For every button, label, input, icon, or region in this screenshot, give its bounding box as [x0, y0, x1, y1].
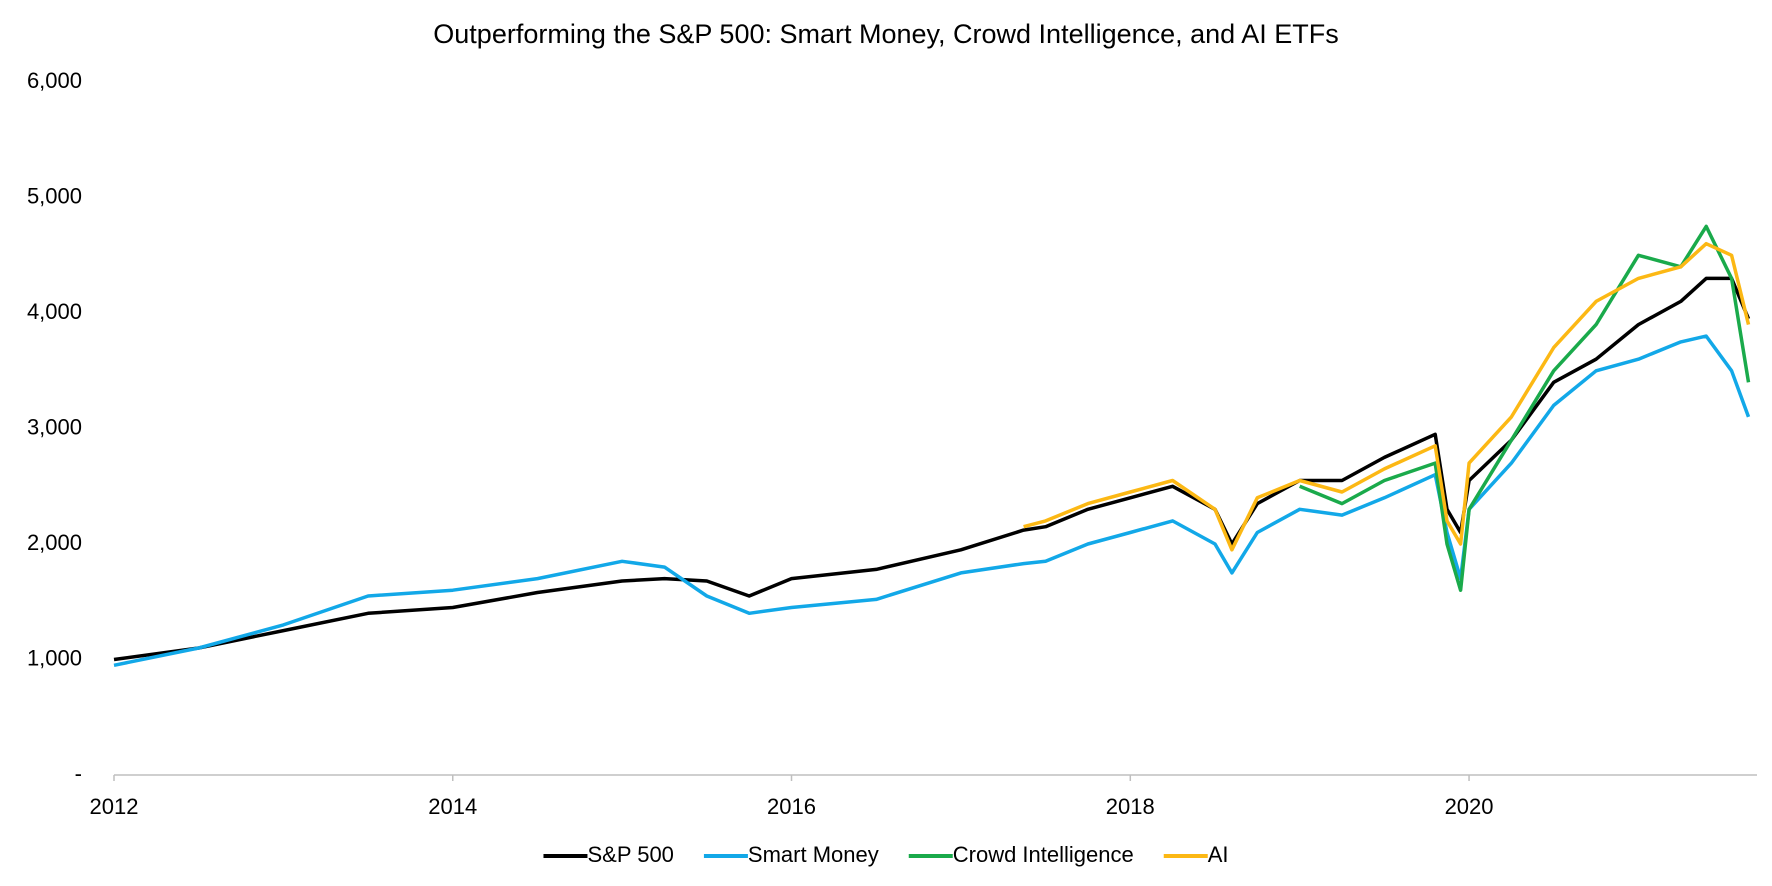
- x-tick-label: 2020: [1445, 794, 1494, 819]
- y-tick-label: 3,000: [27, 414, 82, 439]
- y-tick-label: 5,000: [27, 183, 82, 208]
- legend-label: AI: [1208, 842, 1229, 867]
- series-line: [113, 276, 1751, 662]
- series-line: [113, 334, 1751, 668]
- x-tick-label: 2018: [1106, 794, 1155, 819]
- x-tick-label: 2016: [767, 794, 816, 819]
- y-tick-label: 2,000: [27, 530, 82, 555]
- legend-label: Crowd Intelligence: [953, 842, 1134, 867]
- y-tick-label: 4,000: [27, 299, 82, 324]
- chart-title: Outperforming the S&P 500: Smart Money, …: [433, 19, 1338, 49]
- x-tick-label: 2012: [90, 794, 139, 819]
- y-tick-label: -: [75, 761, 82, 786]
- legend-label: Smart Money: [748, 842, 879, 867]
- x-tick-label: 2014: [428, 794, 477, 819]
- y-tick-label: 1,000: [27, 645, 82, 670]
- series-line: [1023, 241, 1751, 552]
- y-tick-label: 6,000: [27, 68, 82, 93]
- legend-label: S&P 500: [587, 842, 673, 867]
- series-line: [1299, 224, 1751, 592]
